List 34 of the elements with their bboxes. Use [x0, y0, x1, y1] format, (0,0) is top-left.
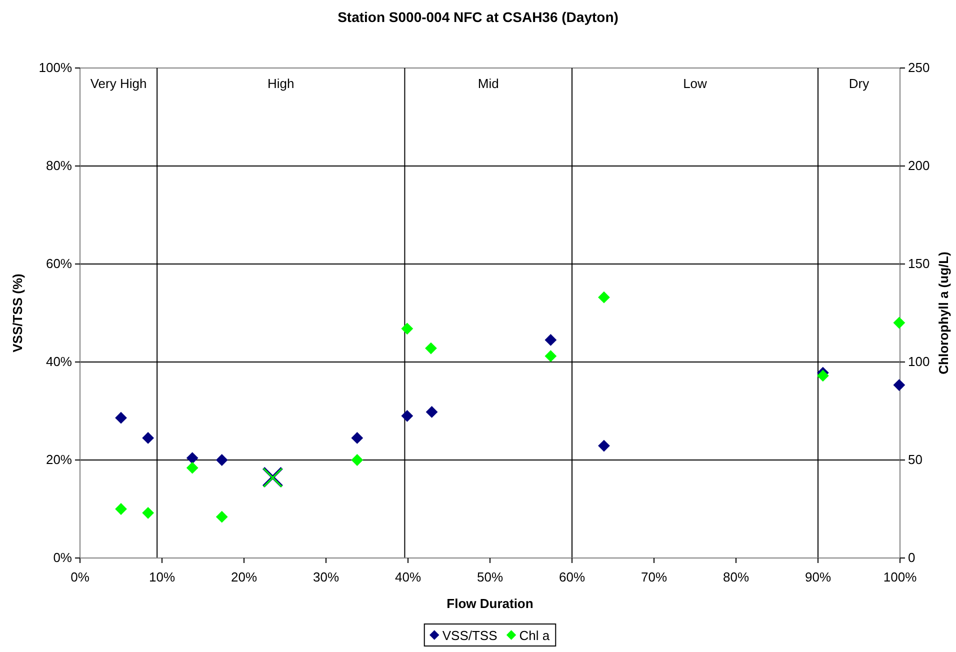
x-tick-label: 20% [230, 570, 258, 585]
chart-title: Station S000-004 NFC at CSAH36 (Dayton) [338, 9, 618, 25]
x-tick-label: 60% [558, 570, 586, 585]
x-tick-label: 80% [722, 570, 750, 585]
y2-tick-label: 200 [908, 158, 930, 174]
legend-label: Chl a [519, 628, 550, 643]
x-tick-label: 50% [476, 570, 504, 585]
x-tick-label: 40% [394, 570, 422, 585]
y-tick-label: 40% [46, 354, 72, 370]
y2-tick-label: 50 [908, 452, 922, 468]
x-tick-label: 10% [148, 570, 176, 585]
y2-axis-title: Chlorophyll a (ug/L) [936, 252, 951, 374]
annotation: Low [683, 76, 708, 91]
legend-label: VSS/TSS [442, 628, 498, 643]
y-tick-label: 80% [46, 158, 72, 174]
y2-tick-label: 100 [908, 354, 930, 370]
y-tick-label: 20% [46, 452, 72, 468]
x-tick-label: 70% [640, 570, 668, 585]
annotation: Mid [478, 76, 499, 91]
y2-tick-label: 250 [908, 60, 930, 76]
annotation: Very High [90, 76, 147, 91]
x-tick-label: 90% [804, 570, 832, 585]
x-axis-title: Flow Duration [446, 596, 534, 611]
x-tick-label: 0% [70, 570, 90, 585]
annotation: Dry [848, 76, 870, 91]
y-axis-title: VSS/TSS (%) [10, 274, 25, 352]
y-tick-label: 100% [38, 60, 72, 76]
y2-tick-label: 0 [908, 550, 916, 566]
annotation: High [268, 76, 294, 91]
x-tick-label: 30% [312, 570, 340, 585]
y2-tick-label: 150 [908, 256, 930, 272]
x-tick-label: 100% [883, 570, 918, 585]
y-tick-label: 60% [46, 256, 72, 272]
y-tick-label: 0% [53, 550, 72, 566]
